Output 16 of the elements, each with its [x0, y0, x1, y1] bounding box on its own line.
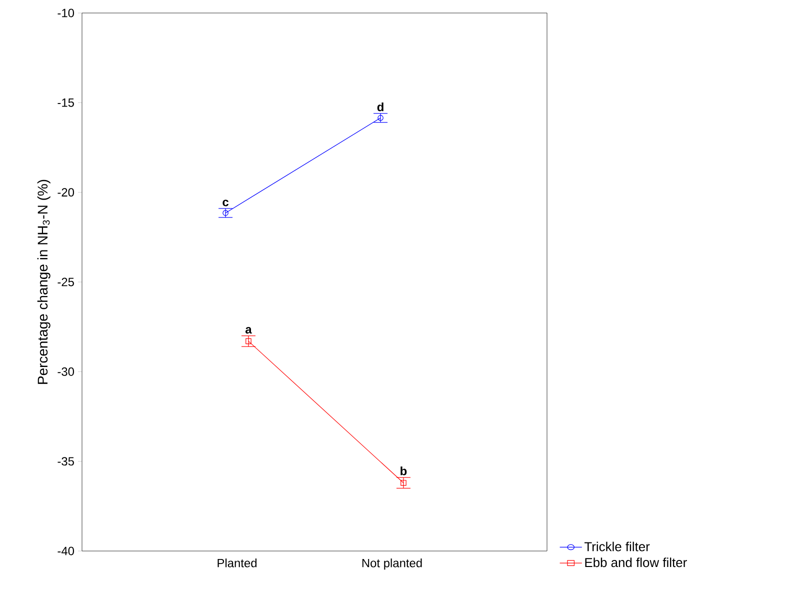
legend-label: Ebb and flow filter	[585, 558, 687, 568]
y-tick-label: -35	[58, 457, 74, 466]
y-axis-title: Percentage change in NH$_{3}$-N (%)	[37, 180, 50, 384]
annotation: c	[222, 200, 229, 206]
x-tick-label: Not planted	[362, 558, 422, 570]
y-tick-label: -30	[58, 367, 74, 376]
legend-label: Trickle filter	[584, 542, 650, 552]
annotation: b	[400, 466, 407, 476]
y-tick-label: -10	[58, 8, 74, 18]
annotation: d	[377, 102, 384, 112]
x-tick-label: Planted	[218, 558, 256, 568]
y-tick-label: -15	[58, 98, 74, 107]
y-tick-label: -20	[58, 188, 74, 197]
y-tick-label: -40	[58, 546, 74, 556]
y-tick-label: -25	[58, 278, 74, 286]
annotation: a	[245, 327, 252, 334]
